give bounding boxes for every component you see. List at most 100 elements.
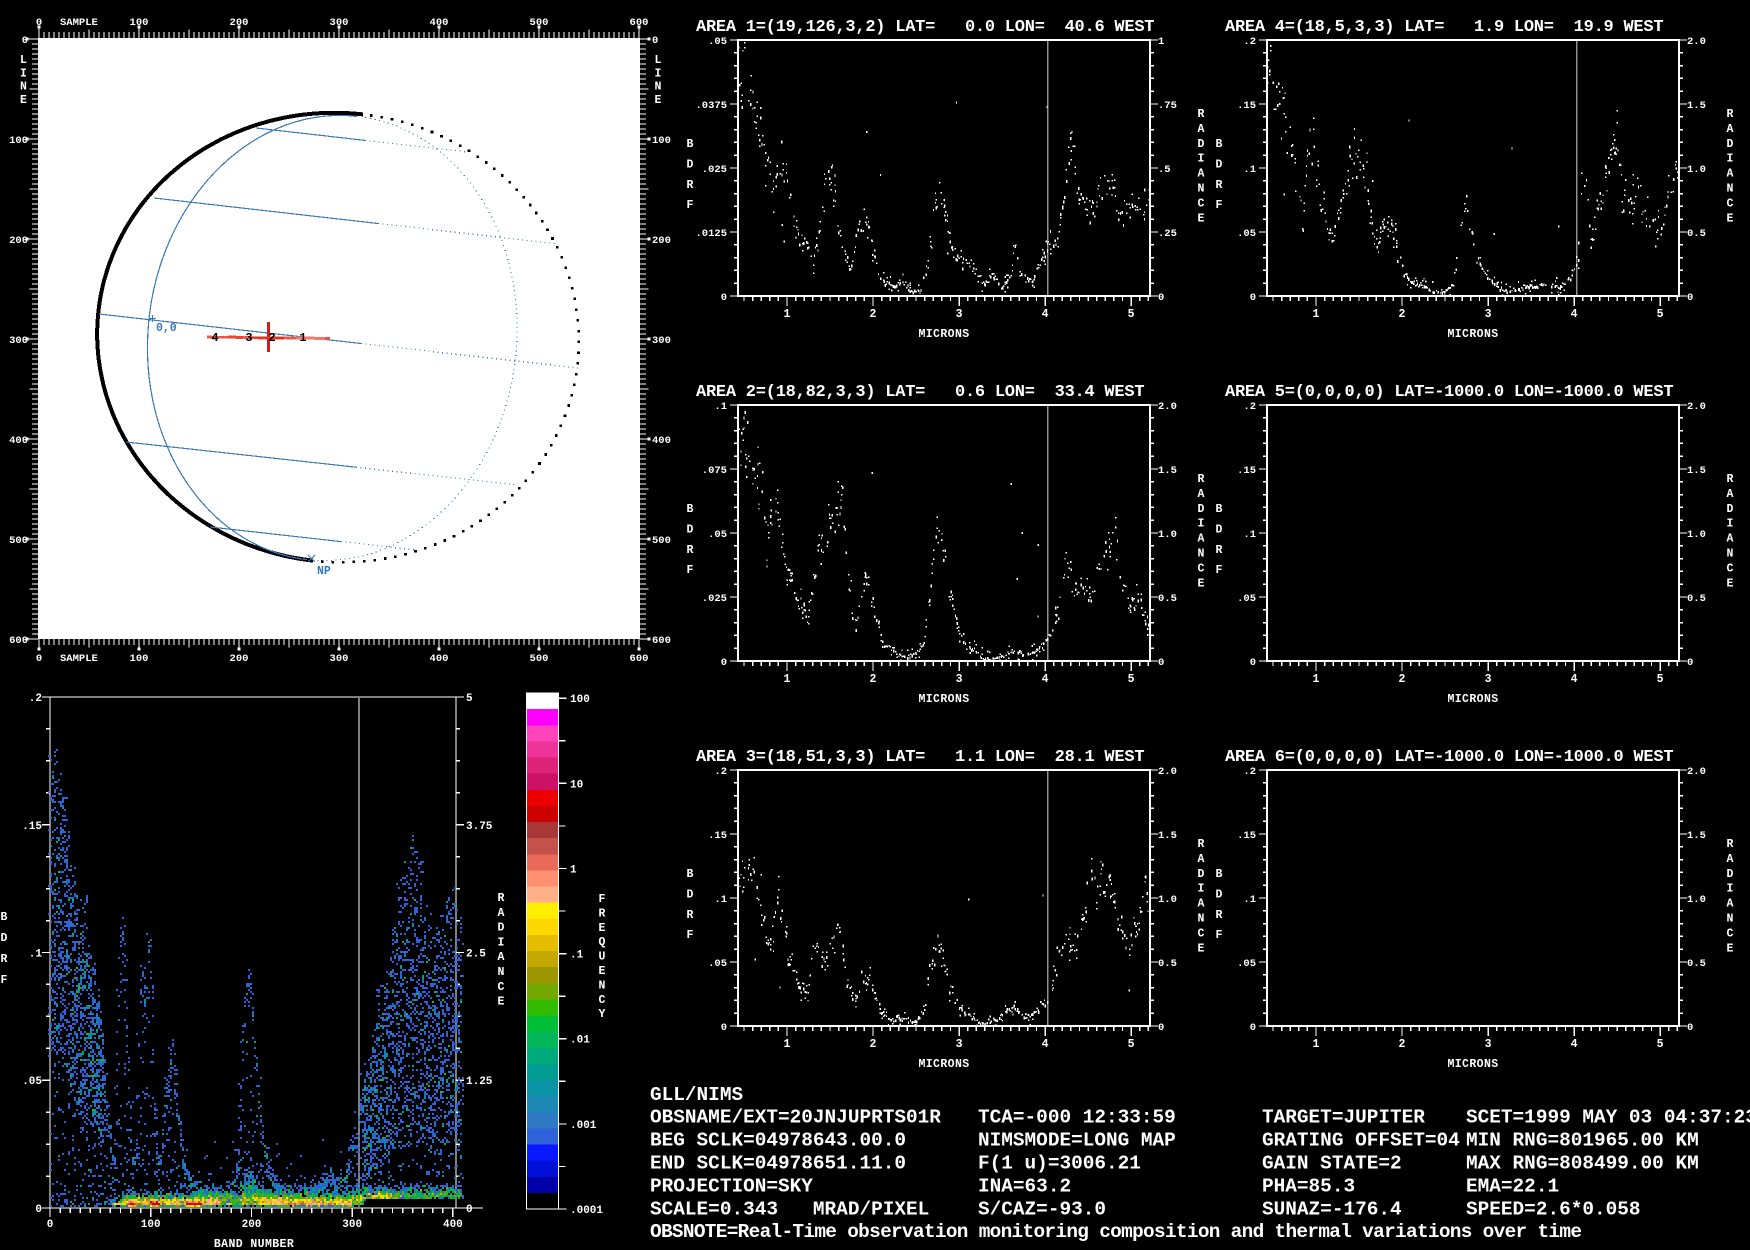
svg-text:C: C (1198, 562, 1205, 575)
svg-text:.05: .05 (708, 36, 727, 48)
svg-text:2.0: 2.0 (1158, 401, 1177, 413)
svg-text:R: R (1198, 108, 1205, 121)
svg-text:2: 2 (268, 331, 275, 345)
svg-text:E: E (599, 922, 606, 935)
svg-text:END SCLK=04978651.11.0: END SCLK=04978651.11.0 (650, 1153, 906, 1175)
svg-text:0.5: 0.5 (1687, 958, 1706, 970)
svg-text:0: 0 (36, 653, 42, 665)
svg-text:I: I (1198, 518, 1205, 531)
svg-text:300: 300 (342, 1219, 362, 1231)
svg-text:.75: .75 (1158, 100, 1177, 112)
svg-text:.2: .2 (1243, 766, 1256, 778)
svg-text:2.0: 2.0 (1687, 766, 1706, 778)
svg-text:5: 5 (1128, 308, 1135, 321)
svg-text:A: A (498, 907, 505, 920)
svg-text:R: R (1216, 909, 1223, 922)
svg-text:0: 0 (721, 657, 727, 669)
svg-text:MICRONS: MICRONS (918, 328, 969, 341)
svg-text:0: 0 (652, 35, 658, 47)
svg-text:0: 0 (22, 35, 28, 47)
svg-text:S/CAZ=-93.0: S/CAZ=-93.0 (978, 1198, 1106, 1220)
svg-text:TARGET=JUPITER: TARGET=JUPITER (1262, 1107, 1425, 1129)
svg-text:SPEED=2.6*0.058: SPEED=2.6*0.058 (1466, 1198, 1641, 1220)
svg-text:.15: .15 (22, 821, 42, 833)
svg-text:0.5: 0.5 (1158, 958, 1177, 970)
svg-text:0: 0 (466, 1204, 473, 1216)
svg-text:.05: .05 (708, 529, 727, 541)
svg-text:.1: .1 (1243, 164, 1256, 176)
svg-text:1.0: 1.0 (1687, 164, 1706, 176)
svg-text:N: N (1198, 913, 1205, 926)
svg-text:4: 4 (211, 331, 218, 345)
svg-text:R: R (1727, 838, 1734, 851)
svg-text:.15: .15 (1237, 465, 1256, 477)
svg-text:100: 100 (570, 694, 590, 706)
svg-text:.1: .1 (1243, 529, 1256, 541)
svg-text:AREA 4=(18,5,3,3) LAT= 1.9 L: AREA 4=(18,5,3,3) LAT= 1.9 LON= 19.9 WES… (1225, 18, 1663, 37)
svg-text:1.5: 1.5 (1158, 830, 1177, 842)
svg-text:B: B (687, 138, 694, 151)
svg-text:.5: .5 (1158, 164, 1171, 176)
svg-text:D: D (1, 932, 8, 945)
svg-text:2: 2 (870, 308, 877, 321)
svg-text:.0125: .0125 (695, 228, 727, 240)
svg-text:1: 1 (784, 308, 791, 321)
svg-text:A: A (1727, 488, 1734, 501)
svg-text:0,0: 0,0 (156, 322, 177, 335)
svg-text:D: D (1727, 868, 1734, 881)
svg-text:C: C (1727, 197, 1734, 210)
svg-text:.01: .01 (570, 1035, 590, 1047)
svg-text:SAMPLE: SAMPLE (60, 653, 98, 665)
svg-text:400: 400 (443, 1219, 463, 1231)
svg-text:4: 4 (1042, 673, 1049, 686)
svg-text:600: 600 (630, 653, 649, 665)
svg-text:100: 100 (130, 17, 149, 29)
svg-text:A: A (1727, 123, 1734, 136)
svg-text:1: 1 (1313, 308, 1320, 321)
svg-text:2: 2 (1399, 1038, 1406, 1051)
svg-text:F(1 u)=3006.21: F(1 u)=3006.21 (978, 1153, 1141, 1175)
svg-text:R: R (1198, 473, 1205, 486)
svg-text:2.5: 2.5 (466, 949, 486, 961)
svg-text:0: 0 (1687, 292, 1693, 304)
svg-text:MICRONS: MICRONS (918, 1058, 969, 1071)
svg-text:AREA 5=(0,0,0,0) LAT=-1000.0 L: AREA 5=(0,0,0,0) LAT=-1000.0 LON=-1000.0… (1225, 383, 1673, 402)
svg-text:A: A (1727, 853, 1734, 866)
svg-text:10: 10 (570, 779, 583, 791)
svg-text:.025: .025 (702, 593, 727, 605)
svg-text:500: 500 (530, 653, 549, 665)
svg-text:1: 1 (784, 673, 791, 686)
svg-text:GRATING OFFSET=04: GRATING OFFSET=04 (1262, 1130, 1460, 1152)
svg-text:2: 2 (870, 673, 877, 686)
svg-text:4: 4 (1571, 1038, 1578, 1051)
svg-text:GLL/NIMS: GLL/NIMS (650, 1084, 743, 1106)
svg-text:R: R (687, 909, 694, 922)
svg-text:BAND NUMBER: BAND NUMBER (214, 1238, 294, 1250)
svg-text:AREA 2=(18,82,3,3) LAT= 0.6: AREA 2=(18,82,3,3) LAT= 0.6 LON= 33.4 WE… (696, 383, 1144, 402)
svg-text:F: F (1216, 199, 1223, 212)
svg-text:.05: .05 (708, 958, 727, 970)
svg-text:1.0: 1.0 (1158, 894, 1177, 906)
svg-text:B: B (1, 911, 8, 924)
svg-text:300: 300 (330, 17, 349, 29)
svg-text:N: N (1727, 183, 1734, 196)
svg-text:R: R (1727, 108, 1734, 121)
svg-text:PHA=85.3: PHA=85.3 (1262, 1175, 1355, 1197)
svg-text:N: N (1727, 548, 1734, 561)
svg-text:4: 4 (1571, 308, 1578, 321)
svg-text:A: A (1198, 168, 1205, 181)
svg-text:0: 0 (47, 1219, 54, 1231)
svg-text:SCET=1999 MAY 03 04:37:23: SCET=1999 MAY 03 04:37:23 (1466, 1107, 1750, 1129)
svg-text:.2: .2 (1243, 36, 1256, 48)
svg-text:N: N (498, 966, 505, 979)
svg-text:3: 3 (1485, 308, 1492, 321)
svg-text:I: I (1198, 153, 1205, 166)
svg-text:3: 3 (245, 331, 252, 345)
svg-text:3: 3 (956, 308, 963, 321)
svg-text:A: A (1727, 898, 1734, 911)
svg-text:300: 300 (652, 335, 671, 347)
svg-text:I: I (1727, 153, 1734, 166)
svg-text:1.5: 1.5 (1687, 465, 1706, 477)
svg-text:R: R (687, 179, 694, 192)
svg-text:A: A (1198, 853, 1205, 866)
